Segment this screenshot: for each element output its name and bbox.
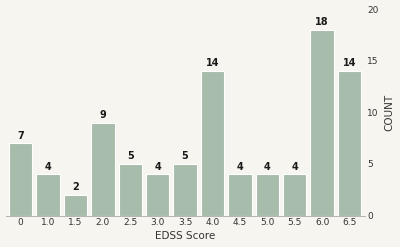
Text: 14: 14 bbox=[206, 58, 219, 68]
Text: 7: 7 bbox=[17, 131, 24, 141]
Y-axis label: COUNT: COUNT bbox=[384, 94, 394, 131]
Bar bbox=[310, 30, 334, 215]
Text: 9: 9 bbox=[100, 110, 106, 120]
Text: 4: 4 bbox=[45, 162, 52, 172]
Bar bbox=[9, 143, 32, 215]
Text: 4: 4 bbox=[291, 162, 298, 172]
X-axis label: EDSS Score: EDSS Score bbox=[155, 231, 215, 242]
Bar bbox=[36, 174, 60, 215]
Text: 4: 4 bbox=[236, 162, 243, 172]
Bar bbox=[64, 195, 87, 215]
Text: 2: 2 bbox=[72, 182, 79, 192]
Bar bbox=[256, 174, 279, 215]
Text: 4: 4 bbox=[264, 162, 271, 172]
Bar bbox=[201, 71, 224, 215]
Text: 14: 14 bbox=[343, 58, 356, 68]
Bar bbox=[174, 164, 197, 215]
Bar bbox=[91, 123, 114, 215]
Bar bbox=[119, 164, 142, 215]
Bar bbox=[283, 174, 306, 215]
Text: 4: 4 bbox=[154, 162, 161, 172]
Bar bbox=[146, 174, 169, 215]
Text: 5: 5 bbox=[127, 151, 134, 161]
Text: 5: 5 bbox=[182, 151, 188, 161]
Bar bbox=[338, 71, 361, 215]
Text: 18: 18 bbox=[315, 17, 329, 27]
Bar bbox=[228, 174, 252, 215]
